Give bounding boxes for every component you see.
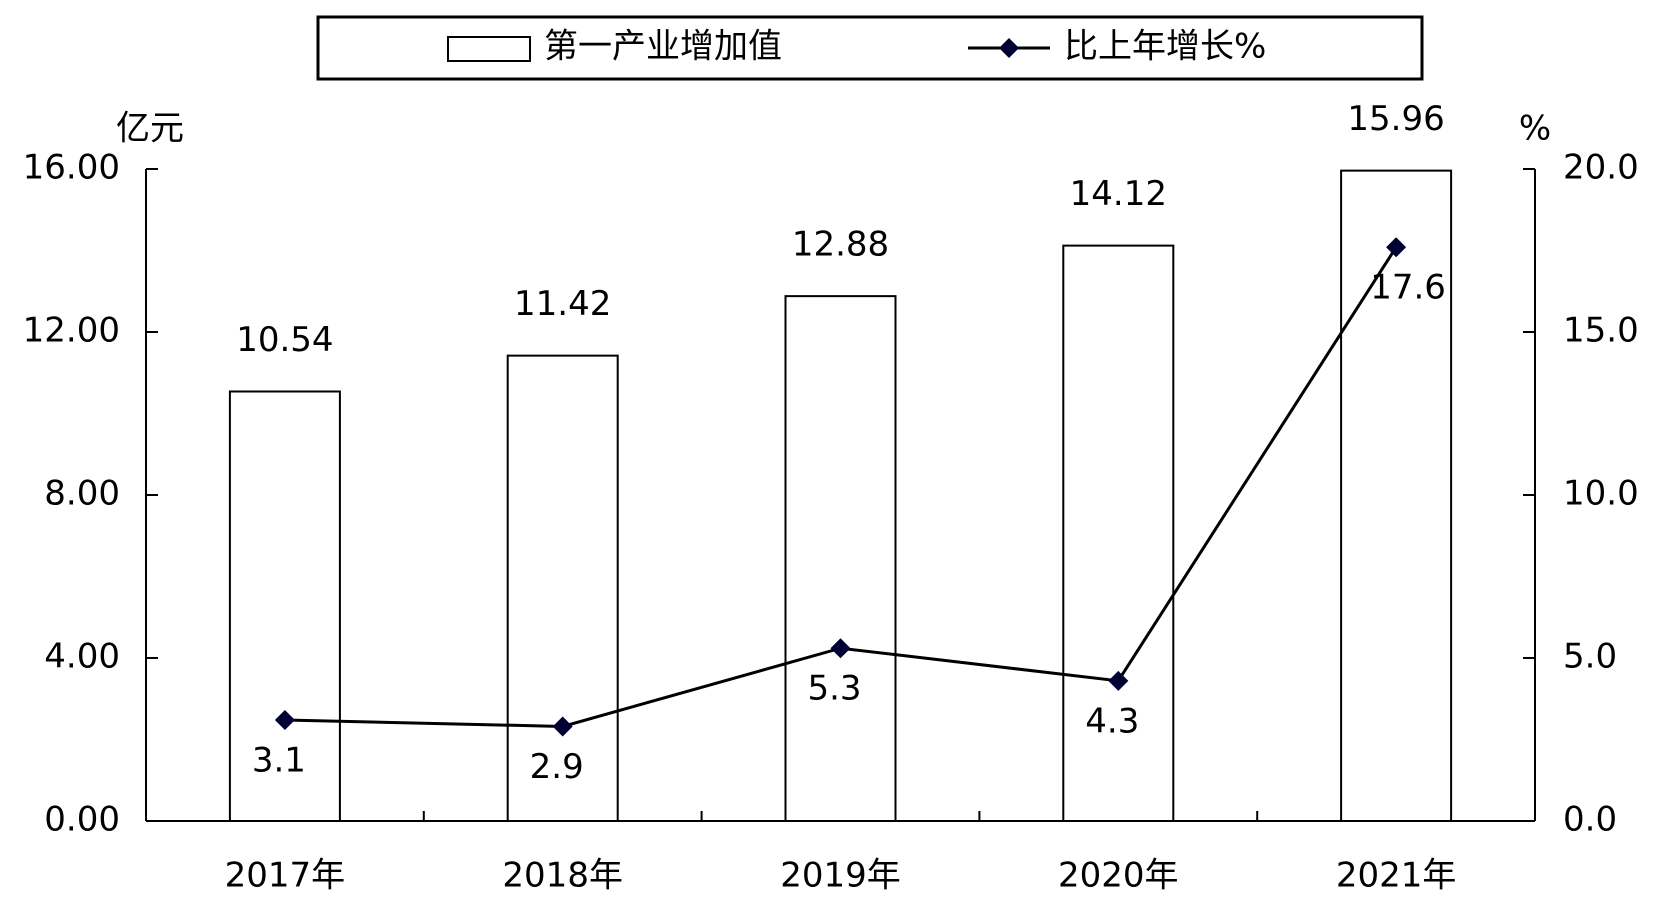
y2-tick-label: 0.0 <box>1563 800 1617 840</box>
bar <box>506 354 619 822</box>
bar <box>228 390 341 822</box>
legend-marker <box>999 38 1019 58</box>
x-tick-label: 2020年 <box>1058 856 1179 896</box>
line-value-label: 2.9 <box>530 747 584 787</box>
x-tick-label: 2019年 <box>780 856 901 896</box>
y-tick-label: 4.00 <box>44 637 120 677</box>
y2-tick-label: 10.0 <box>1563 474 1639 514</box>
y2-tick-label: 5.0 <box>1563 637 1617 677</box>
bar <box>784 295 897 822</box>
legend-label: 比上年增长% <box>1064 27 1266 67</box>
bar <box>1340 169 1453 822</box>
line-value-label: 3.1 <box>252 740 306 780</box>
bar-value-label: 12.88 <box>792 225 889 265</box>
line-marker <box>830 638 851 659</box>
line-value-label: 17.6 <box>1370 268 1446 308</box>
legend-swatch <box>447 36 531 62</box>
y2-unit: % <box>1519 109 1551 149</box>
line-marker <box>1108 670 1129 691</box>
line-value-label: 4.3 <box>1085 701 1139 741</box>
line-marker <box>274 709 295 730</box>
bar-value-label: 14.12 <box>1070 174 1167 214</box>
y2-tick-label: 15.0 <box>1563 311 1639 351</box>
y-tick-label: 8.00 <box>44 474 120 514</box>
bar <box>1062 244 1175 823</box>
y2-tick-label: 20.0 <box>1563 148 1639 188</box>
y-tick-label: 16.00 <box>23 148 120 188</box>
bar-value-label: 11.42 <box>514 284 611 324</box>
x-tick-label: 2018年 <box>502 856 623 896</box>
y-tick-label: 0.00 <box>44 800 120 840</box>
line-marker <box>552 716 573 737</box>
legend-label: 第一产业增加值 <box>544 27 782 67</box>
y-tick-label: 12.00 <box>23 311 120 351</box>
bar-value-label: 15.96 <box>1347 99 1444 139</box>
bar-value-label: 10.54 <box>236 320 333 360</box>
x-tick-label: 2021年 <box>1336 856 1457 896</box>
x-tick-label: 2017年 <box>225 856 346 896</box>
line-marker <box>1386 237 1407 258</box>
line-value-label: 5.3 <box>807 669 861 709</box>
y-unit: 亿元 <box>116 109 184 149</box>
